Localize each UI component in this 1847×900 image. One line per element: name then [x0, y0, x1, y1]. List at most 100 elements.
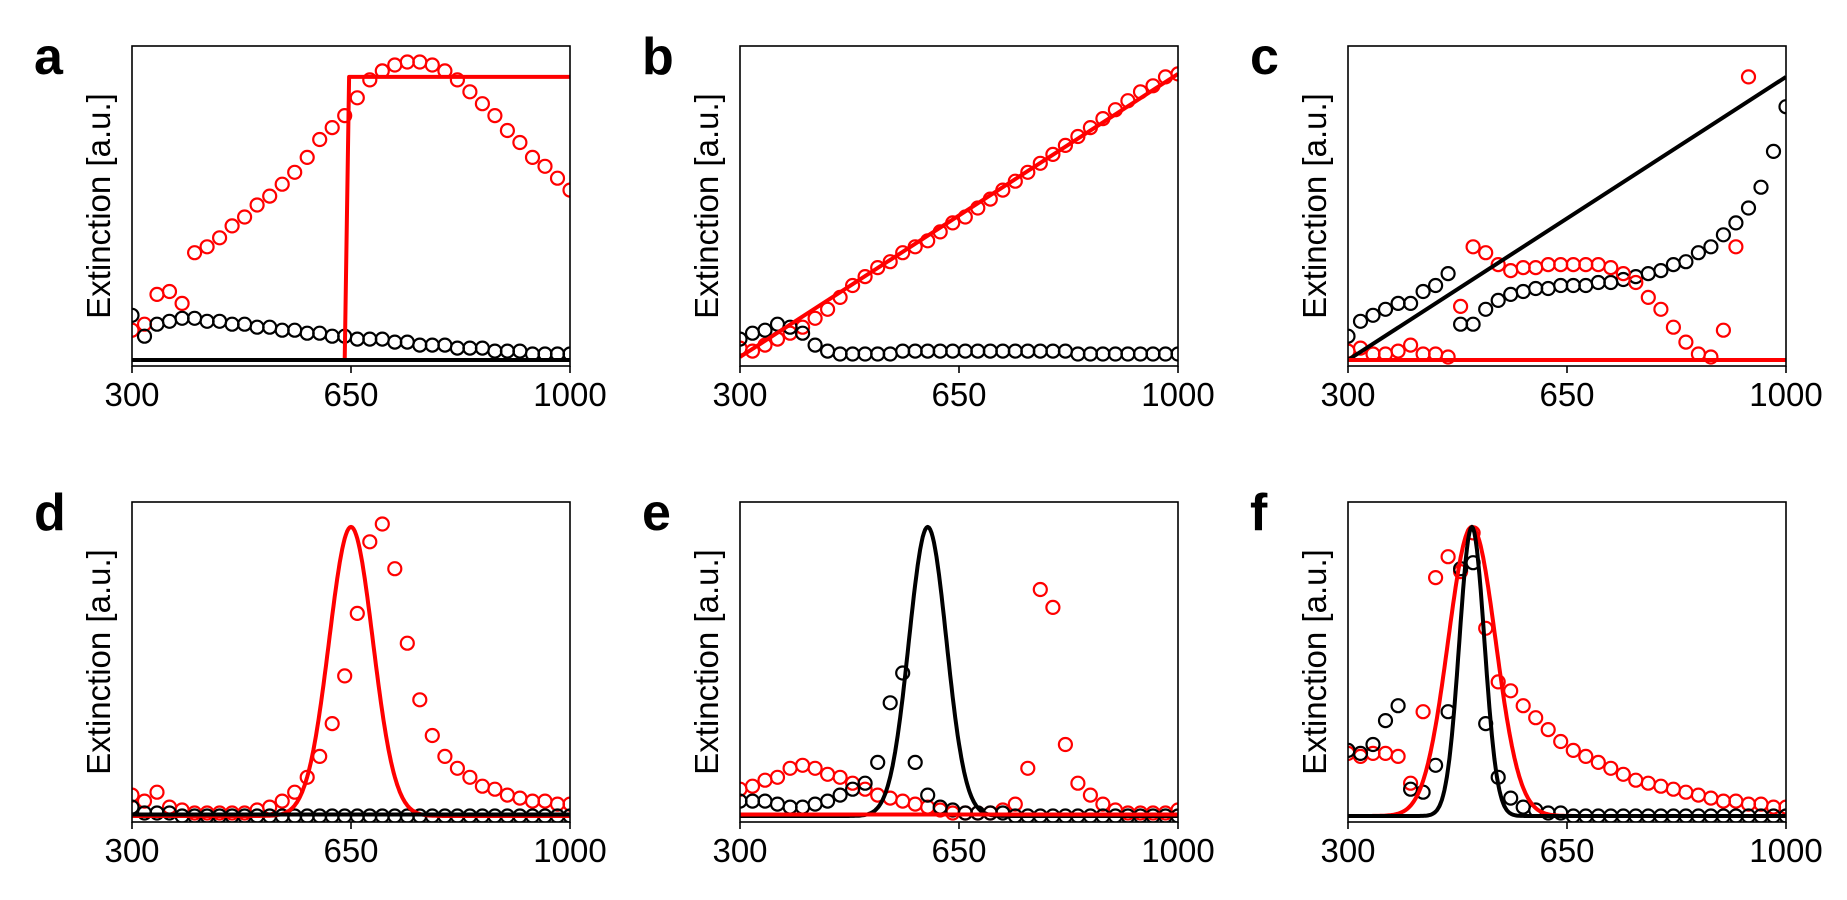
data-point — [312, 325, 328, 341]
panel-letter: b — [642, 28, 674, 86]
series-red-line — [740, 72, 1178, 359]
data-point — [1465, 316, 1481, 332]
data-point — [449, 72, 465, 88]
data-point — [1490, 674, 1506, 690]
data-point — [1045, 599, 1061, 616]
data-point — [807, 760, 823, 776]
data-point — [1503, 790, 1519, 806]
x-tick-label: 650 — [1539, 376, 1594, 413]
data-point — [920, 787, 936, 803]
data-point — [1640, 289, 1656, 305]
series-red-circles — [1348, 69, 1757, 365]
data-point — [1515, 799, 1531, 815]
data-point — [437, 337, 453, 353]
data-point — [387, 57, 403, 73]
data-point — [1503, 286, 1519, 302]
data-point — [1478, 245, 1494, 261]
data-point — [1590, 274, 1606, 291]
data-point — [1578, 257, 1594, 273]
data-point — [907, 343, 923, 359]
data-point — [807, 310, 823, 326]
axes-frame — [131, 501, 571, 823]
data-point — [1427, 757, 1444, 773]
data-point — [1615, 266, 1631, 282]
data-point — [212, 230, 228, 246]
data-point — [499, 122, 515, 139]
plot-area — [132, 54, 570, 362]
data-point — [1503, 683, 1519, 699]
data-point — [161, 313, 178, 329]
series-black-circles — [1348, 99, 1786, 344]
data-point — [299, 325, 315, 341]
data-point — [740, 331, 748, 347]
data-point — [399, 54, 415, 70]
data-point — [1528, 710, 1544, 726]
data-point — [1390, 748, 1406, 765]
data-point — [1070, 775, 1086, 791]
data-point — [187, 245, 203, 261]
data-point — [1690, 787, 1707, 803]
data-point — [907, 796, 923, 812]
data-point — [1170, 66, 1178, 82]
data-point — [224, 316, 240, 332]
series-black-gaussian — [740, 524, 1178, 818]
plot-area — [1348, 69, 1786, 365]
data-point — [882, 254, 898, 270]
data-point — [562, 796, 570, 812]
data-point — [819, 301, 836, 317]
data-point — [1082, 787, 1099, 803]
data-point — [161, 283, 178, 300]
x-tick-label: 650 — [931, 832, 986, 869]
panel-letter: c — [1250, 28, 1279, 86]
data-point — [882, 346, 898, 362]
panel-a: a Extinction [a.u.] 300 650 1000 — [34, 28, 607, 413]
data-point — [1728, 215, 1744, 231]
data-point — [1390, 343, 1406, 359]
data-point — [132, 787, 140, 803]
data-point — [387, 334, 403, 350]
data-point — [462, 84, 478, 100]
series-red-line — [342, 74, 570, 361]
data-point — [832, 769, 848, 785]
data-point — [757, 793, 773, 809]
data-point — [212, 313, 228, 329]
data-point — [337, 668, 353, 684]
data-point — [857, 775, 873, 791]
data-point — [462, 769, 478, 785]
data-point — [1452, 298, 1469, 314]
series-red-gaussian — [132, 524, 570, 818]
data-point — [1020, 164, 1036, 180]
data-point — [1640, 775, 1656, 791]
data-point — [1603, 274, 1619, 291]
data-point — [387, 561, 403, 577]
data-point — [1703, 239, 1719, 255]
data-point — [1377, 745, 1394, 762]
data-point — [224, 218, 240, 234]
data-point — [262, 319, 278, 335]
data-point — [1515, 698, 1531, 714]
data-point — [1402, 337, 1419, 353]
data-point — [487, 781, 503, 797]
data-point — [1515, 260, 1531, 276]
data-point — [1665, 257, 1682, 273]
panel-b: b Extinction [a.u.] 300 650 1000 — [642, 28, 1215, 413]
data-point — [1440, 266, 1456, 282]
data-point — [782, 760, 798, 776]
data-point — [424, 727, 440, 744]
data-point — [844, 277, 861, 294]
series-line — [740, 524, 1178, 818]
data-point — [499, 787, 515, 803]
data-point — [1565, 257, 1581, 273]
data-point — [1590, 754, 1606, 771]
y-axis-label: Extinction [a.u.] — [80, 93, 117, 319]
data-point — [1045, 146, 1061, 162]
x-tick-label: 1000 — [533, 376, 606, 413]
series-line — [1348, 75, 1786, 362]
data-point — [287, 322, 303, 338]
data-point — [1565, 277, 1581, 294]
x-tick-label: 300 — [104, 376, 159, 413]
data-point — [794, 325, 811, 341]
data-point — [362, 72, 378, 88]
data-point — [1427, 277, 1444, 294]
x-tick-label: 650 — [323, 832, 378, 869]
